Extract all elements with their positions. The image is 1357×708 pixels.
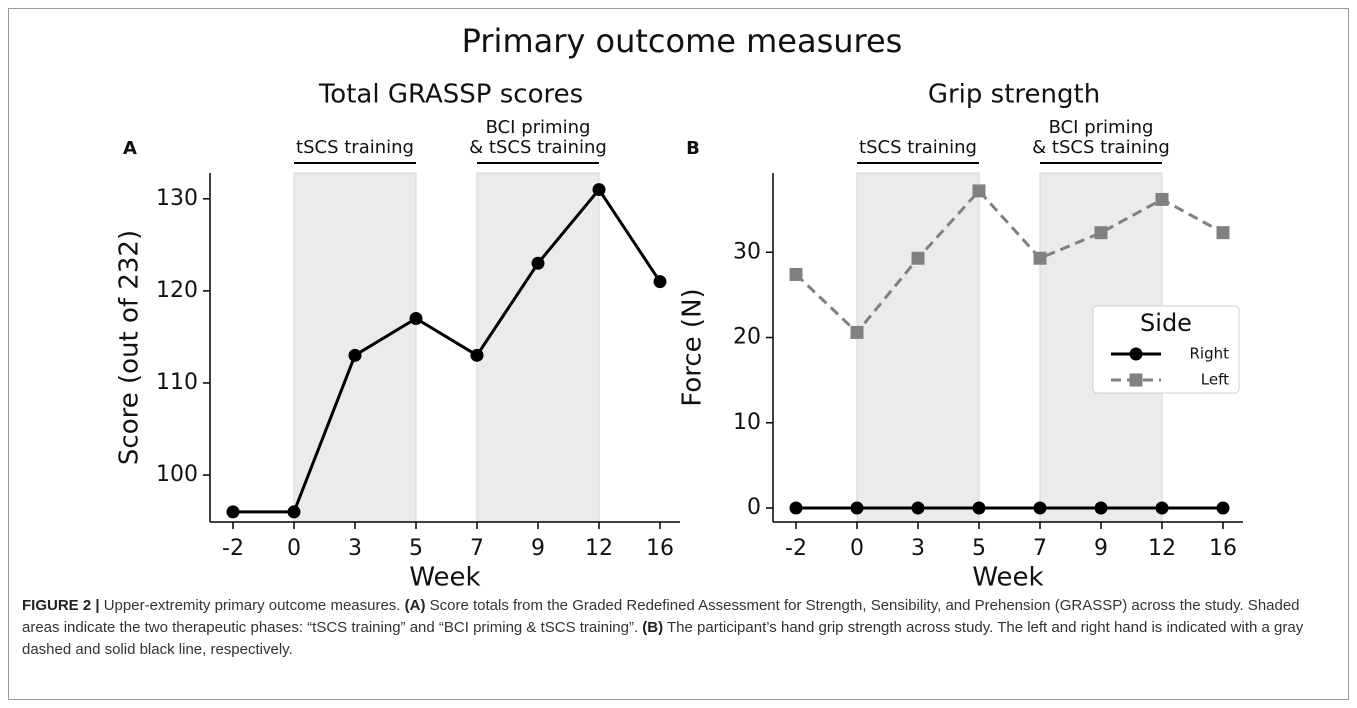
x-tick-label: 12 (1148, 536, 1176, 561)
data-point (972, 501, 986, 515)
data-point (1155, 192, 1169, 206)
data-point (911, 251, 925, 265)
chart-title: Total GRASSP scores (318, 80, 583, 110)
y-tick-label: 20 (733, 325, 761, 350)
data-line (233, 187, 662, 514)
phase-label: & tSCS training (1032, 137, 1170, 158)
x-tick-label: 3 (911, 536, 925, 561)
data-point (789, 501, 803, 515)
x-tick-label: 5 (409, 536, 423, 561)
data-point (470, 348, 484, 362)
data-line (794, 188, 1224, 335)
panel-label: B (686, 138, 700, 159)
x-axis-label: Week (972, 563, 1043, 593)
y-tick-label: 110 (156, 370, 198, 395)
data-point (1216, 226, 1230, 240)
x-tick-label: 0 (287, 536, 301, 561)
phase-label: BCI priming (486, 117, 591, 138)
data-point (1094, 501, 1108, 515)
legend-label: Left (1201, 371, 1229, 389)
data-point (850, 501, 864, 515)
data-point (1033, 251, 1047, 265)
figure-title: Primary outcome measures (462, 22, 903, 60)
caption-text: (B) (642, 619, 664, 636)
x-tick-label: 16 (1209, 536, 1237, 561)
data-point (348, 348, 362, 362)
caption-text: Upper-extremity primary outcome measures… (99, 597, 405, 614)
phase-shade (476, 172, 600, 523)
y-tick-label: 120 (156, 278, 198, 303)
phase-label: BCI priming (1049, 117, 1154, 138)
legend-marker (1129, 373, 1143, 387)
y-tick-label: 0 (747, 495, 761, 520)
data-point (911, 501, 925, 515)
data-point (850, 325, 864, 339)
legend-marker (1129, 347, 1143, 361)
data-point (1216, 501, 1230, 515)
data-point (531, 256, 545, 270)
legend-label: Right (1190, 345, 1230, 363)
x-tick-label: 0 (850, 536, 864, 561)
caption-text: (A) (404, 597, 426, 614)
data-point (972, 184, 986, 198)
caption-text: Score totals from the Graded Redefined A… (22, 597, 1300, 636)
phase-label: & tSCS training (469, 137, 607, 158)
data-point (653, 275, 667, 289)
caption-text: The participant’s hand grip strength acr… (22, 619, 1304, 658)
x-tick-label: 5 (972, 536, 986, 561)
y-tick-label: 10 (733, 410, 761, 435)
data-point (409, 311, 423, 325)
y-axis-label: Score (out of 232) (115, 230, 145, 465)
figure-label: FIGURE 2 | (22, 597, 100, 614)
phase-label: tSCS training (859, 137, 977, 158)
x-tick-label: 9 (1094, 536, 1108, 561)
figure-border (8, 8, 1349, 700)
data-point (1033, 501, 1047, 515)
x-tick-label: 16 (646, 536, 674, 561)
y-tick-label: 100 (156, 462, 198, 487)
phase-label: tSCS training (296, 137, 414, 158)
caption: FIGURE 2 | Upper-extremity primary outco… (22, 595, 1334, 661)
y-axis-label: Force (N) (678, 288, 708, 406)
data-point (789, 267, 803, 281)
y-tick-label: 130 (156, 186, 198, 211)
x-tick-label: -2 (222, 536, 244, 561)
phase-shade (856, 172, 980, 523)
x-tick-label: 12 (585, 536, 613, 561)
data-point (1155, 501, 1169, 515)
phase-shade (293, 172, 417, 523)
legend-box (1092, 305, 1240, 394)
data-point (287, 505, 301, 519)
x-tick-label: -2 (785, 536, 807, 561)
x-axis-label: Week (409, 563, 480, 593)
legend-title: Side (1140, 309, 1192, 337)
chart-title: Grip strength (928, 80, 1100, 110)
x-tick-label: 7 (470, 536, 484, 561)
x-tick-label: 3 (348, 536, 362, 561)
x-tick-label: 7 (1033, 536, 1047, 561)
x-tick-label: 9 (531, 536, 545, 561)
panel-label: A (123, 138, 137, 159)
data-point (592, 183, 606, 197)
y-tick-label: 30 (733, 239, 761, 264)
data-point (226, 505, 240, 519)
data-point (1094, 226, 1108, 240)
